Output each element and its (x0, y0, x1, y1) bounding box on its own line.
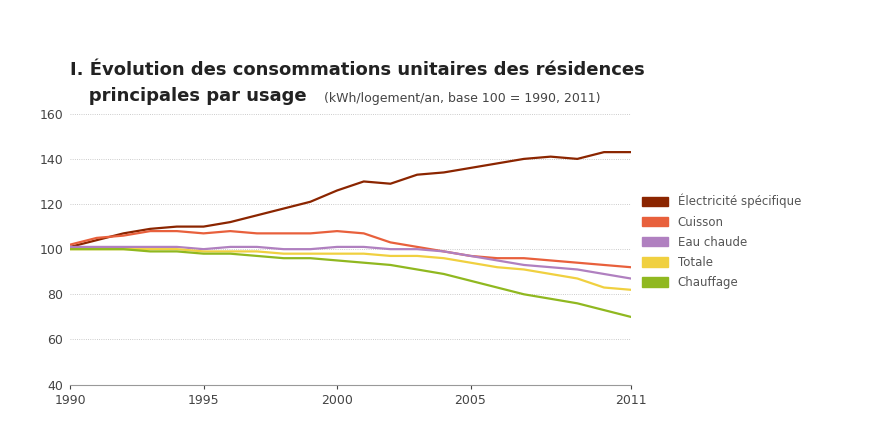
Text: I. Évolution des consommations unitaires des résidences: I. Évolution des consommations unitaires… (70, 61, 645, 79)
Text: principales par usage: principales par usage (70, 87, 307, 105)
Text: (kWh/logement/an, base 100 = 1990, 2011): (kWh/logement/an, base 100 = 1990, 2011) (320, 92, 600, 105)
Legend: Électricité spécifique, Cuisson, Eau chaude, Totale, Chauffage: Électricité spécifique, Cuisson, Eau cha… (642, 194, 801, 289)
